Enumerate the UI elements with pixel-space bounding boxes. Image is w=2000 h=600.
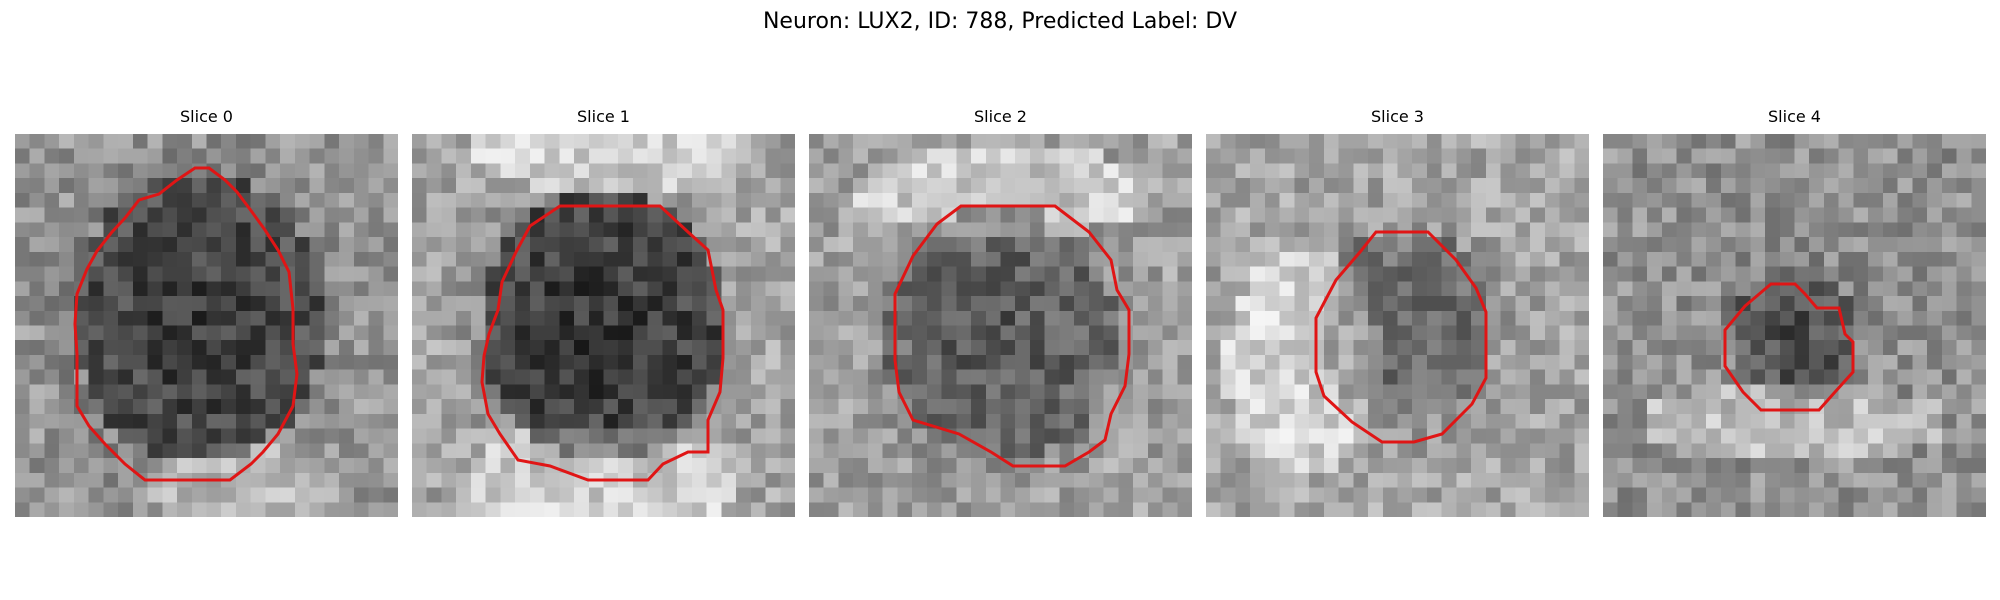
- roi-contour-line: [893, 204, 1131, 468]
- roi-contour-line: [73, 166, 299, 482]
- roi-contour: [480, 204, 725, 482]
- slice-image: [1603, 134, 1986, 517]
- roi-contour: [1723, 282, 1855, 412]
- slice-image: [412, 134, 795, 517]
- figure-title: Neuron: LUX2, ID: 788, Predicted Label: …: [762, 9, 1238, 34]
- roi-contour: [893, 204, 1131, 468]
- slice-title: Slice 3: [1371, 107, 1424, 126]
- roi-contour-line: [1723, 282, 1855, 412]
- slice-image: [1206, 134, 1589, 517]
- roi-contour-line: [1314, 230, 1488, 444]
- roi-contour-line: [480, 204, 725, 482]
- roi-contour: [73, 166, 299, 482]
- slice-title: Slice 4: [1768, 107, 1821, 126]
- roi-contour: [1314, 230, 1488, 444]
- slice-title: Slice 0: [180, 107, 233, 126]
- slice-title: Slice 1: [577, 107, 630, 126]
- slice-image: [15, 134, 398, 517]
- slice-title: Slice 2: [974, 107, 1027, 126]
